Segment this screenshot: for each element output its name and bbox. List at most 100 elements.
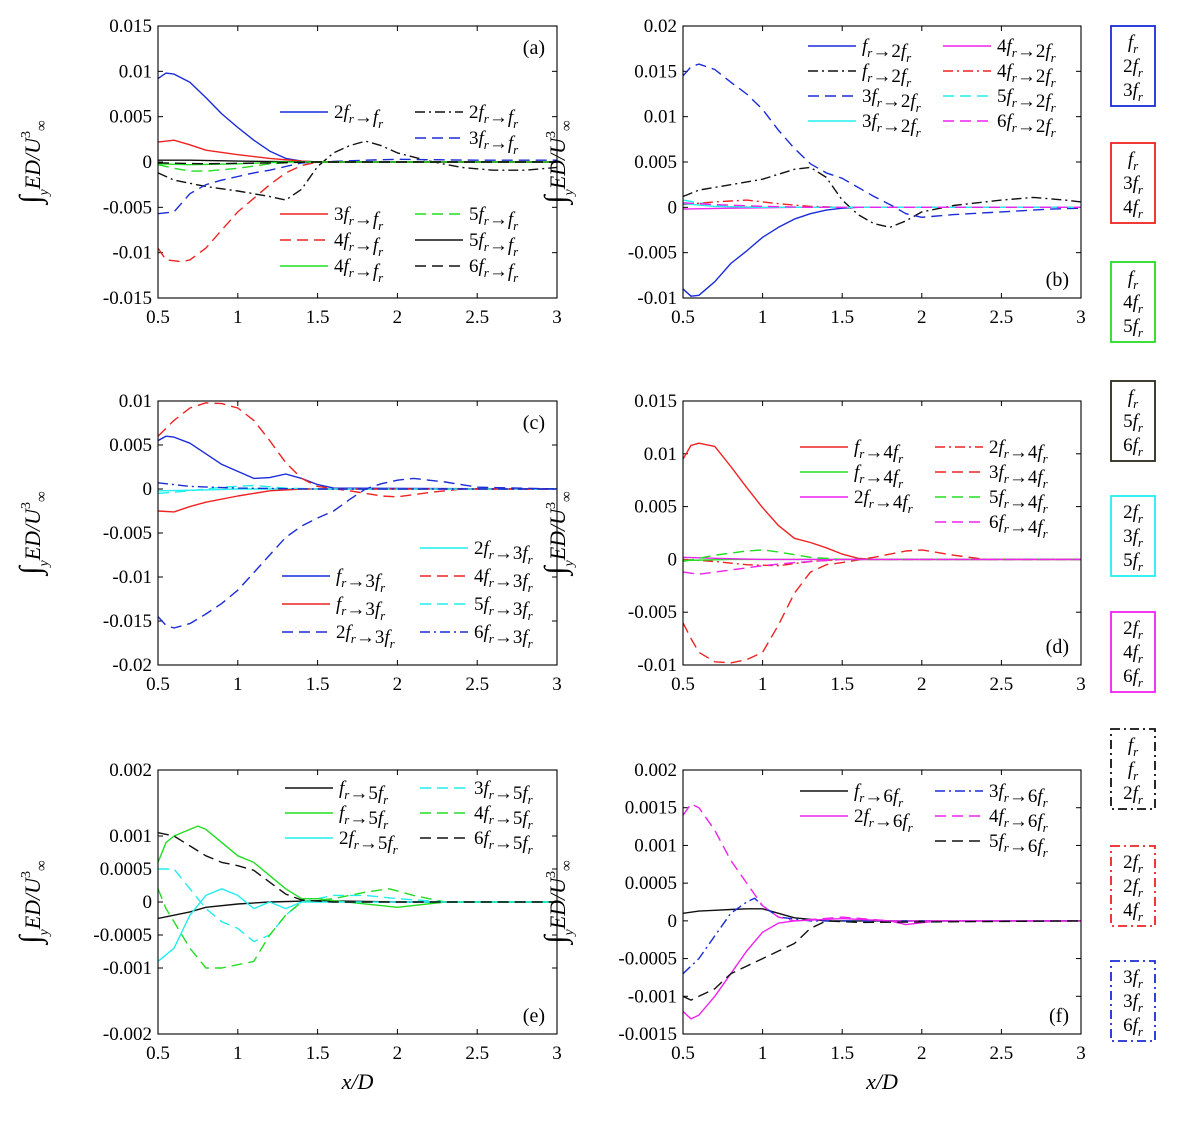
legend-label: 3fr→fr xyxy=(334,204,384,233)
y-tick-label: -0.005 xyxy=(103,197,152,218)
y-tick-label: 0.0005 xyxy=(100,859,152,880)
x-tick-label: 1 xyxy=(233,1043,243,1064)
series-f-2 xyxy=(683,917,1081,1020)
triad-label: fr xyxy=(1128,387,1139,411)
legend-label: fr→3fr xyxy=(336,566,386,595)
legend-label: 6fr→5fr xyxy=(474,828,534,857)
x-tick-label: 2.5 xyxy=(990,674,1014,695)
y-tick-label: -0.005 xyxy=(628,243,677,264)
y-tick-label: 0 xyxy=(143,479,153,500)
series-a-2 xyxy=(158,158,557,215)
legend-label: 4fr→2fr xyxy=(997,36,1057,65)
legend-label: fr→4fr xyxy=(854,462,904,491)
x-tick-label: 2 xyxy=(393,307,403,328)
legend-label: 6fr→4fr xyxy=(989,512,1049,541)
triad-label: 4fr xyxy=(1123,900,1144,924)
y-axis-label: ∫yED/U3∞ xyxy=(14,860,52,945)
x-tick-label: 1 xyxy=(233,674,243,695)
series-f-0 xyxy=(683,908,1081,922)
legend-label: 6fr→fr xyxy=(469,256,519,285)
series-c-5 xyxy=(158,477,557,629)
y-axis-label: ∫yED/U3∞ xyxy=(539,491,577,576)
triad-label: 3fr xyxy=(1123,173,1144,197)
panels: 0.5 1 1.5 2 2.5 3-0.015-0.01-0.00500.0050.010… xyxy=(14,16,1086,1094)
x-tick-label: 3 xyxy=(1076,307,1086,328)
triad-legend: fr2fr3frfr3fr4frfr4fr5frfr5fr6fr2fr3fr5f… xyxy=(1110,25,1156,1042)
triad-label: fr xyxy=(1128,268,1139,292)
y-tick-label: 0.015 xyxy=(634,391,677,412)
panel-label: (d) xyxy=(1046,636,1069,658)
y-tick-label: -0.015 xyxy=(103,611,152,632)
svg-text:∫yED/U3∞: ∫yED/U3∞ xyxy=(14,491,52,576)
plot-frame xyxy=(157,25,558,299)
y-tick-label: -0.002 xyxy=(103,1024,152,1045)
y-tick-label: -0.005 xyxy=(628,602,677,623)
x-tick-label: 2.5 xyxy=(990,307,1014,328)
x-tick-label: 1.5 xyxy=(306,307,330,328)
legend-label: 3fr→2fr xyxy=(862,111,922,140)
y-tick-label: -0.015 xyxy=(103,288,152,309)
svg-text:∫yED/U3∞: ∫yED/U3∞ xyxy=(14,860,52,945)
x-tick-label: 0.5 xyxy=(671,674,695,695)
y-tick-label: -0.01 xyxy=(112,567,152,588)
panel-a: 0.5 1 1.5 2 2.5 3 -0.015 -0.01 -0.005 0 0.005 0.01 0… xyxy=(14,16,562,328)
y-tick-label: -0.001 xyxy=(628,986,677,1007)
legend-label: 2fr→3fr xyxy=(336,622,396,651)
x-tick-label: 2.5 xyxy=(465,307,489,328)
triad-label: 4fr xyxy=(1123,197,1144,221)
y-tick-label: -0.01 xyxy=(637,288,677,309)
legend-label: fr→5fr xyxy=(339,803,389,832)
legend-label: 3fr→fr xyxy=(469,128,519,157)
plot-frame xyxy=(682,400,1082,666)
triad-label: 6fr xyxy=(1123,666,1144,690)
x-tick-label: 2.5 xyxy=(990,1043,1014,1064)
x-tick-label: 1.5 xyxy=(830,307,854,328)
legend-b-upper: fr→2fr 4fr→2fr fr→2fr 4fr→2fr 3fr→2fr 5fr→2fr… xyxy=(808,36,1057,140)
x-tick-label: 2.5 xyxy=(465,674,489,695)
legend-label: 3fr→2fr xyxy=(862,86,922,115)
svg-text:∫yED/U3∞: ∫yED/U3∞ xyxy=(539,491,577,576)
series-b-0 xyxy=(683,206,1081,297)
x-tick-label: 2 xyxy=(393,674,403,695)
legend-label: 6fr→3fr xyxy=(474,622,534,651)
y-axis-label: ∫yED/U3∞ xyxy=(539,120,577,205)
x-tick-label: 1.5 xyxy=(306,674,330,695)
x-tick-label: 1.5 xyxy=(830,1043,854,1064)
series-c-1 xyxy=(158,435,557,490)
y-tick-label: 0.01 xyxy=(119,61,152,82)
legend-label: 4fr→6fr xyxy=(989,806,1049,835)
legend-label: 2fr→fr xyxy=(334,102,384,131)
legend-label: 2fr→4fr xyxy=(854,487,914,516)
series-f-3 xyxy=(683,803,1081,922)
y-tick-label: 0.01 xyxy=(119,391,152,412)
panel-c: 0.5 1 1.5 2 2.5 3 -0.02 -0.015 -0.01 -0.005 0 0.005… xyxy=(14,391,562,695)
legend-label: 3fr→4fr xyxy=(989,462,1049,491)
y-tick-label: 0.001 xyxy=(109,826,152,847)
legend-label: 5fr→2fr xyxy=(997,86,1057,115)
legend-label: 3fr→5fr xyxy=(474,778,534,807)
triad-label: 6fr xyxy=(1123,1015,1144,1039)
series-e-2 xyxy=(158,825,557,908)
legend-d-upper: fr→4fr2fr→4frfr→4fr3fr→4fr2fr→4fr5fr→4fr… xyxy=(800,437,1049,541)
legend-label: fr→6fr xyxy=(854,781,904,810)
legend-label: 4fr→5fr xyxy=(474,803,534,832)
y-tick-label: 0.01 xyxy=(644,107,677,128)
legend-label: 5fr→6fr xyxy=(989,831,1049,860)
series-c-6 xyxy=(158,482,557,490)
plot-frame xyxy=(682,25,1082,299)
triad-label: 3fr xyxy=(1123,991,1144,1015)
triad-label: 2fr xyxy=(1123,618,1144,642)
triad-label: 2fr xyxy=(1123,502,1144,526)
triad-label: 6fr xyxy=(1123,435,1144,459)
legend-label: fr→4fr xyxy=(854,437,904,466)
y-axis-label: ∫yED/U3∞ xyxy=(14,120,52,205)
series-e-5 xyxy=(158,832,557,903)
